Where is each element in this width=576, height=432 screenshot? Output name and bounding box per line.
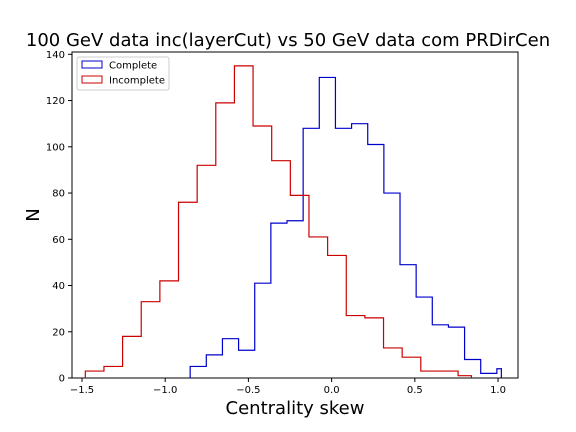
x-tick-label: 1.0 bbox=[490, 385, 506, 396]
x-tick-label: 0.0 bbox=[324, 385, 340, 396]
y-axis-ticks: 0 20 40 60 80 100 120 140 bbox=[46, 50, 72, 385]
plot-frame bbox=[71, 51, 519, 379]
x-tick-label: −1.5 bbox=[70, 385, 94, 396]
histogram-series-incomplete bbox=[84, 65, 472, 378]
plot-area: −1.5 −1.0 −0.5 0.0 0.5 1.0 0 20 40 60 80 100 120 140 bbox=[46, 50, 519, 396]
legend-swatch-incomplete bbox=[81, 75, 103, 84]
y-tick-label: 40 bbox=[52, 281, 65, 292]
legend-label-complete: Complete bbox=[109, 61, 157, 72]
chart-title: 100 GeV data inc(layerCut) vs 50 GeV dat… bbox=[26, 30, 550, 51]
y-tick-label: 0 bbox=[59, 374, 65, 385]
legend-label-incomplete: Incomplete bbox=[109, 76, 165, 87]
x-tick-label: 0.5 bbox=[407, 385, 423, 396]
histogram-series-complete bbox=[189, 76, 502, 378]
y-tick-label: 80 bbox=[52, 189, 65, 200]
x-axis-ticks: −1.5 −1.0 −0.5 0.0 0.5 1.0 bbox=[70, 378, 506, 396]
y-tick-label: 20 bbox=[52, 327, 65, 338]
y-tick-label: 120 bbox=[46, 96, 65, 107]
y-tick-label: 60 bbox=[52, 235, 65, 246]
legend-box bbox=[76, 56, 170, 91]
y-axis-label: N bbox=[23, 208, 44, 221]
x-axis-label: Centrality skew bbox=[226, 398, 365, 419]
y-tick-label: 100 bbox=[46, 142, 65, 153]
y-tick-label: 140 bbox=[46, 50, 65, 61]
legend-swatch-complete bbox=[81, 60, 103, 69]
x-tick-label: −0.5 bbox=[236, 385, 260, 396]
x-tick-label: −1.0 bbox=[153, 385, 177, 396]
legend: Complete Incomplete bbox=[76, 56, 170, 91]
series-layer bbox=[84, 65, 502, 378]
